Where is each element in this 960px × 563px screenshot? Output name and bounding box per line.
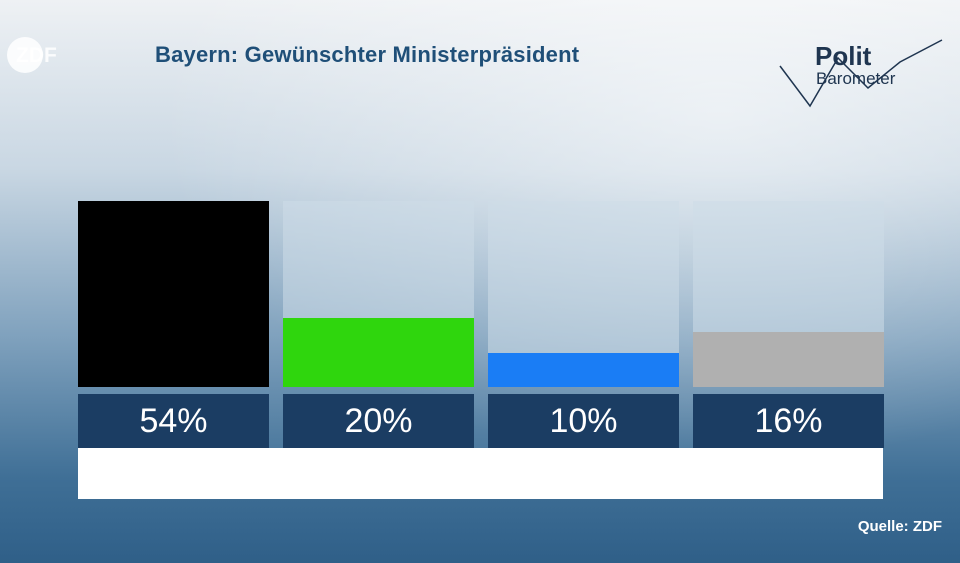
data-label: 16% — [693, 394, 884, 448]
zdf-logo-text: ZDF — [16, 44, 57, 67]
bar — [78, 201, 269, 387]
polit-word: Polit — [815, 41, 872, 71]
data-label: 20% — [283, 394, 474, 448]
source-note: Quelle: ZDF — [857, 518, 942, 535]
category-label-strip — [78, 448, 883, 499]
data-label: 54% — [78, 394, 269, 448]
barometer-word: Barometer — [816, 69, 896, 88]
zdf-logo: ZDF — [7, 37, 57, 73]
data-label: 10% — [488, 394, 679, 448]
politbarometer-logo — [779, 39, 943, 108]
chart-title: Bayern: Gewünschter Ministerpräsident — [155, 42, 580, 67]
bar — [283, 318, 474, 387]
bar — [693, 332, 884, 387]
bar — [488, 353, 679, 387]
